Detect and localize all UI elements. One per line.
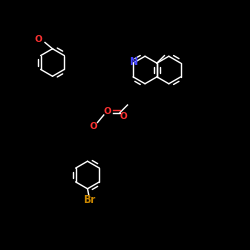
Text: O: O — [104, 107, 112, 116]
Text: O: O — [35, 36, 42, 44]
Text: N: N — [129, 57, 137, 67]
Text: O: O — [120, 112, 128, 121]
Text: O: O — [90, 122, 98, 131]
Text: Br: Br — [82, 195, 95, 205]
